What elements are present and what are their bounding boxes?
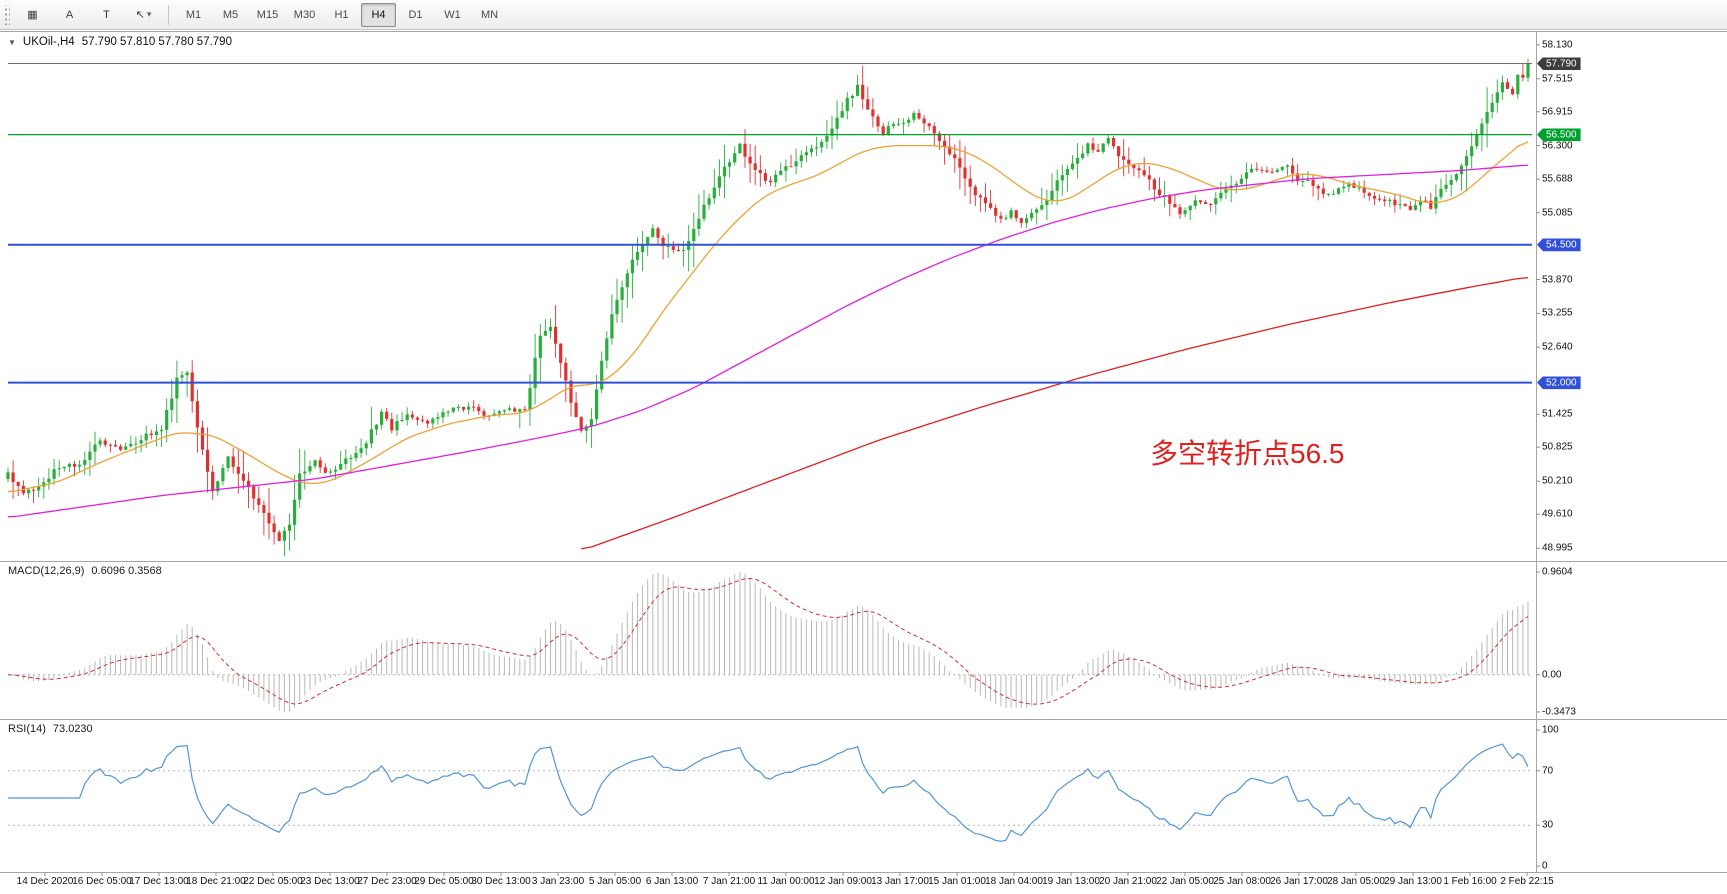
toolbar: ▦ A T ↖ ▾ M1 M5 M15 M30 H1 H4 D1 W1 MN [0, 0, 1727, 30]
axis-tick-marks [44, 44, 1540, 876]
macd-layer [7, 572, 1532, 712]
candles-layer [6, 58, 1530, 557]
timeframe-button-mn[interactable]: MN [480, 8, 499, 21]
macd-axis-label: -0.3473 [1542, 706, 1576, 718]
time-axis-label: 16 Dec 05:00 [72, 876, 132, 887]
toolbar-grip-icon[interactable] [3, 4, 10, 25]
rsi-label: RSI(14) [8, 723, 46, 735]
time-axis-label: 18 Jan 04:00 [985, 876, 1043, 887]
time-axis-label: 13 Jan 17:00 [871, 876, 929, 887]
price-scale[interactable]: 58.130 57.515 56.915 56.300 55.688 55.085 53.8… [1537, 31, 1726, 872]
rsi-line [8, 743, 1529, 842]
price-axis-label: 48.995 [1542, 542, 1573, 554]
moving-averages-layer [7, 141, 1529, 550]
rsi-axis-label: 30 [1542, 819, 1554, 831]
timeframe-button-m5[interactable]: M5 [222, 8, 239, 21]
panel-borders [0, 31, 1727, 873]
price-axis-label: 52.640 [1542, 341, 1573, 353]
price-tag-57.790: 57.790 [1537, 57, 1581, 70]
cursor-dropdown-button[interactable]: ↖ ▾ [135, 9, 152, 21]
chart-header: ▼ UKOil-,H4 57.790 57.810 57.780 57.790 [8, 36, 232, 48]
time-axis-label: 23 Dec 13:00 [300, 876, 360, 887]
time-axis-label: 6 Jan 13:00 [645, 876, 699, 887]
timeframe-button-m1[interactable]: M1 [185, 8, 202, 21]
price-axis-label: 50.210 [1542, 475, 1573, 487]
timeframe-button-d1[interactable]: D1 [408, 8, 423, 21]
rsi-axis-label: 70 [1542, 765, 1554, 777]
price-axis-label: 50.825 [1542, 441, 1573, 453]
timeframe-button-h4[interactable]: H4 [361, 2, 396, 27]
timeframe-button-m15[interactable]: M15 [256, 8, 279, 21]
time-axis-label: 12 Jan 09:00 [814, 876, 872, 887]
price-axis-label: 53.870 [1542, 274, 1573, 286]
time-axis-label: 5 Jan 05:00 [588, 876, 642, 887]
symbol-period-label: UKOil-,H4 [22, 36, 75, 48]
macd-panel-header: MACD(12,26,9) 0.6096 0.3568 [8, 565, 162, 577]
time-axis-label: 11 Jan 00:00 [757, 876, 815, 887]
time-axis-label: 27 Dec 23:00 [357, 876, 417, 887]
collapse-icon[interactable]: ▼ [8, 37, 16, 47]
time-axis-label: 3 Jan 23:00 [531, 876, 585, 887]
time-axis-label: 1 Feb 16:00 [1443, 876, 1497, 887]
timeframe-button-w1[interactable]: W1 [444, 8, 461, 21]
time-axis-label: 29 Dec 05:00 [414, 876, 474, 887]
time-axis-label: 29 Jan 13:00 [1384, 876, 1442, 887]
time-axis-label: 18 Dec 21:00 [186, 876, 246, 887]
macd-axis-label: 0.00 [1542, 669, 1562, 681]
time-axis[interactable]: 14 Dec 2020 16 Dec 05:00 17 Dec 13:00 18 De… [0, 873, 1727, 894]
price-axis-label: 58.130 [1542, 39, 1573, 51]
chevron-down-icon: ▾ [146, 9, 152, 19]
time-axis-label: 22 Dec 05:00 [243, 876, 303, 887]
annotation-text[interactable]: 多空转折点56.5 [1150, 438, 1345, 469]
price-axis-label: 55.688 [1542, 173, 1573, 185]
charts-grid-icon[interactable]: ▦ [27, 9, 38, 21]
time-axis-label: 20 Jan 21:00 [1099, 876, 1157, 887]
price-axis-label: 53.255 [1542, 307, 1573, 319]
macd-values: 0.6096 0.3568 [91, 565, 162, 577]
timeframe-button-m30[interactable]: M30 [293, 8, 316, 21]
rsi-axis-label: 100 [1542, 724, 1559, 736]
price-tag-56.500: 56.500 [1537, 128, 1581, 142]
price-tag-54.500: 54.500 [1537, 238, 1581, 252]
timeframe-button-h1[interactable]: H1 [334, 8, 349, 21]
rsi-axis-label: 0 [1542, 860, 1548, 872]
price-axis-label: 56.300 [1542, 140, 1573, 152]
time-axis-label: 26 Jan 17:00 [1270, 876, 1328, 887]
price-axis-label: 56.915 [1542, 106, 1573, 118]
time-axis-label: 7 Jan 21:00 [702, 876, 756, 887]
toolbar-separator [168, 4, 169, 25]
price-axis-label: 57.515 [1542, 73, 1573, 85]
time-axis-label: 30 Dec 13:00 [471, 876, 531, 887]
price-axis-label: 55.085 [1542, 207, 1573, 219]
macd-axis-label: 0.9604 [1542, 566, 1573, 578]
macd-histogram [12, 572, 1529, 712]
rsi-value: 73.0230 [52, 723, 93, 735]
text-tool-button[interactable]: T [103, 8, 110, 21]
ma-mid-magenta [7, 164, 1529, 518]
macd-signal-line [7, 577, 1529, 705]
rsi-layer [8, 743, 1532, 842]
time-axis-label: 14 Dec 2020 [16, 876, 74, 887]
price-axis-label: 49.610 [1542, 508, 1573, 520]
rsi-panel-header: RSI(14) 73.0230 [8, 723, 93, 735]
ma-slow-red [581, 277, 1529, 550]
letter-a-tool-button[interactable]: A [65, 8, 74, 21]
time-axis-label: 15 Jan 01:00 [928, 876, 986, 887]
time-axis-label: 25 Jan 08:00 [1213, 876, 1271, 887]
horizontal-lines-layer [8, 63, 1532, 384]
time-axis-label: 2 Feb 22:15 [1500, 876, 1554, 887]
ma-fast-orange [7, 141, 1529, 493]
time-axis-label: 28 Jan 05:00 [1327, 876, 1385, 887]
time-axis-label: 17 Dec 13:00 [129, 876, 189, 887]
macd-label: MACD(12,26,9) [8, 565, 85, 577]
price-axis-label: 51.425 [1542, 408, 1573, 420]
ohlc-values: 57.790 57.810 57.780 57.790 [81, 36, 232, 48]
price-tag-52.000: 52.000 [1537, 376, 1581, 390]
time-axis-label: 19 Jan 13:00 [1042, 876, 1100, 887]
time-axis-label: 22 Jan 05:00 [1156, 876, 1214, 887]
